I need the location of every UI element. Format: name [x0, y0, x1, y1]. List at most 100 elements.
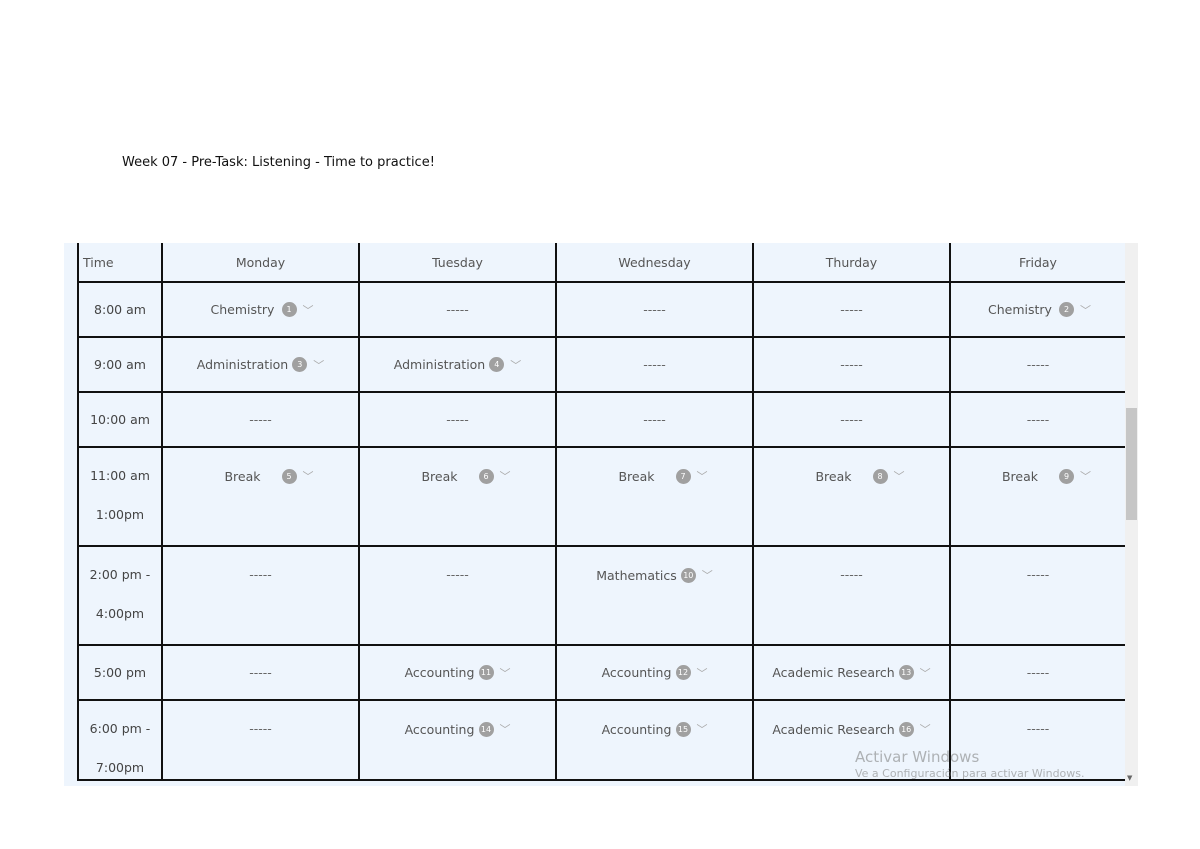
chevron-down-icon[interactable]: ﹀	[1080, 303, 1091, 317]
dropdown-select[interactable]: Administration 3 ﹀	[163, 357, 358, 373]
empty-slot: -----	[643, 412, 666, 427]
column-header: Wednesday	[555, 243, 754, 283]
schedule-cell: Accounting 15 ﹀	[555, 699, 754, 781]
chevron-down-icon[interactable]: ﹀	[313, 358, 325, 372]
chevron-down-icon[interactable]: ﹀	[1080, 470, 1091, 483]
item-number-badge: 6	[478, 468, 494, 484]
chevron-down-icon[interactable]: ﹀	[919, 723, 931, 736]
item-number-badge: 1	[281, 302, 297, 317]
chevron-down-icon[interactable]: ﹀	[696, 470, 708, 483]
dropdown-select[interactable]: Academic Research 16 ﹀	[754, 721, 949, 737]
item-number-badge: 9	[1059, 468, 1074, 484]
schedule-cell: -----	[555, 281, 754, 338]
schedule-cell: -----	[161, 391, 360, 448]
time-cell: 8:00 am	[77, 281, 163, 338]
column-header: Monday	[161, 243, 360, 283]
dropdown-select[interactable]: Chemistry 1 ﹀	[163, 302, 358, 318]
empty-slot: -----	[446, 567, 469, 582]
chevron-down-icon[interactable]: ﹀	[696, 723, 708, 736]
item-number-badge: 3	[292, 357, 308, 372]
empty-slot: -----	[840, 567, 863, 582]
dropdown-select[interactable]: Break 7 ﹀	[557, 468, 752, 484]
item-number-badge: 8	[872, 468, 888, 484]
item-number-badge: 5	[281, 468, 297, 484]
dropdown-select[interactable]: Break 6 ﹀	[360, 468, 555, 484]
chevron-down-icon[interactable]: ﹀	[919, 666, 931, 680]
empty-slot: -----	[840, 412, 863, 427]
column-header: Friday	[949, 243, 1127, 283]
schedule-cell: Accounting 11 ﹀	[358, 644, 557, 701]
schedule-cell: Break 9 ﹀	[949, 446, 1127, 547]
subject-label: Break	[815, 468, 852, 484]
schedule-cell: Accounting 12 ﹀	[555, 644, 754, 701]
chevron-down-icon[interactable]: ﹀	[510, 358, 522, 372]
dropdown-select[interactable]: Accounting 12 ﹀	[557, 665, 752, 681]
subject-label: Mathematics	[596, 567, 677, 583]
chevron-down-icon[interactable]: ﹀	[499, 723, 511, 736]
schedule-cell: -----	[358, 281, 557, 338]
schedule-cell: -----	[949, 545, 1127, 646]
empty-slot: -----	[249, 721, 272, 736]
dropdown-select[interactable]: Break 9 ﹀	[951, 468, 1125, 484]
schedule-cell: -----	[949, 644, 1127, 701]
chevron-down-icon[interactable]: ﹀	[893, 470, 905, 483]
item-number-badge: 13	[898, 665, 914, 680]
table-row: 6:00 pm -7:00pm ----- Accounting 14 ﹀ Account…	[77, 699, 1127, 781]
empty-slot: -----	[446, 302, 469, 317]
schedule-cell: -----	[752, 391, 951, 448]
time-label: 4:00pm	[95, 606, 145, 621]
empty-slot: -----	[1026, 567, 1050, 582]
empty-slot: -----	[840, 357, 863, 372]
time-cell: 10:00 am	[77, 391, 163, 448]
time-cell: 5:00 pm	[77, 644, 163, 701]
table-row: 11:00 am 1:00pm Break 5 ﹀ Break 6 ﹀ Break 7 ﹀ Break…	[77, 446, 1127, 547]
schedule-cell: -----	[949, 699, 1127, 781]
chevron-down-icon[interactable]: ﹀	[701, 569, 713, 582]
dropdown-select[interactable]: Break 5 ﹀	[163, 468, 358, 484]
time-cell: 6:00 pm - 7:00pm	[77, 699, 163, 781]
time-label: 10:00 am	[90, 412, 150, 427]
item-number-badge: 16	[898, 721, 914, 737]
vertical-scrollbar[interactable]: ▼	[1125, 243, 1138, 786]
time-label: 9:00 am	[94, 357, 146, 372]
scroll-down-arrow-icon[interactable]: ▼	[1127, 774, 1133, 782]
subject-label: Administration	[196, 357, 289, 372]
schedule-cell: Break 7 ﹀	[555, 446, 754, 547]
time-label: 11:00 am	[90, 468, 150, 483]
table-row: 9:00 am Administration 3 ﹀ Administration 4 ﹀ -…	[77, 336, 1127, 393]
schedule-cell: Administration 4 ﹀	[358, 336, 557, 393]
schedule-cell: -----	[161, 699, 360, 781]
subject-label: Academic Research	[772, 721, 895, 737]
dropdown-select[interactable]: Accounting 15 ﹀	[557, 721, 752, 737]
time-label: 6:00 pm -	[89, 721, 151, 736]
chevron-down-icon[interactable]: ﹀	[302, 303, 314, 317]
schedule-cell: Mathematics 10 ﹀	[555, 545, 754, 646]
table-row: 8:00 am Chemistry 1 ﹀ ----- ----- ----- Chemist…	[77, 281, 1127, 338]
column-header: Tuesday	[358, 243, 557, 283]
dropdown-select[interactable]: Chemistry 2 ﹀	[951, 302, 1125, 318]
schedule-cell: -----	[555, 391, 754, 448]
time-label: 5:00 pm	[93, 665, 147, 680]
dropdown-select[interactable]: Administration 4 ﹀	[360, 357, 555, 373]
dropdown-select[interactable]: Academic Research 13 ﹀	[754, 665, 949, 681]
time-cell: 2:00 pm - 4:00pm	[77, 545, 163, 646]
chevron-down-icon[interactable]: ﹀	[499, 666, 511, 680]
dropdown-select[interactable]: Mathematics 10 ﹀	[557, 567, 752, 583]
subject-label: Break	[224, 468, 261, 484]
chevron-down-icon[interactable]: ﹀	[696, 666, 708, 680]
chevron-down-icon[interactable]: ﹀	[499, 470, 511, 483]
dropdown-select[interactable]: Accounting 14 ﹀	[360, 721, 555, 737]
column-header: Thurday	[752, 243, 951, 283]
empty-slot: -----	[643, 357, 666, 372]
empty-slot: -----	[840, 302, 863, 317]
dropdown-select[interactable]: Break 8 ﹀	[754, 468, 949, 484]
scrollbar-thumb[interactable]	[1126, 408, 1137, 520]
subject-label: Academic Research	[772, 665, 895, 680]
chevron-down-icon[interactable]: ﹀	[302, 470, 314, 483]
schedule-cell: Chemistry 1 ﹀	[161, 281, 360, 338]
subject-label: Break	[618, 468, 655, 484]
subject-label: Administration	[393, 357, 486, 372]
item-number-badge: 11	[478, 665, 494, 680]
item-number-badge: 15	[675, 721, 691, 737]
dropdown-select[interactable]: Accounting 11 ﹀	[360, 665, 555, 681]
